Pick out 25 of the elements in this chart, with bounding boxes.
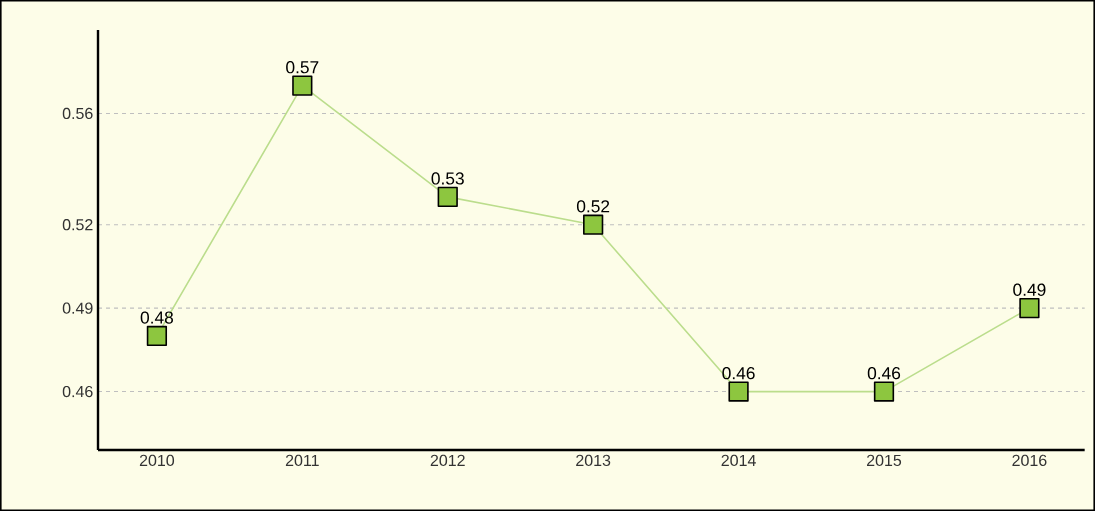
x-tick-label: 2011 [285,454,319,467]
x-tick-label: 2012 [430,454,465,467]
x-tick-label: 2016 [1012,454,1047,467]
data-label: 0.57 [286,61,319,74]
data-label: 0.53 [431,172,464,185]
point [146,325,168,347]
point [292,75,313,96]
y-tick-label: 0.49 [62,302,93,314]
point [728,381,749,402]
point [1019,298,1040,319]
point [437,186,458,208]
x-tick-label: 2015 [866,454,902,467]
x-tick-label: 2010 [139,454,175,467]
data-label: 0.48 [140,311,174,324]
data-label: 0.52 [576,200,610,213]
y-tick-label: 0.46 [62,385,93,398]
point [873,381,895,402]
data-label: 0.46 [867,367,901,380]
data-label: 0.49 [1013,283,1046,296]
data-label: 0.46 [722,367,755,380]
y-tick-label: 0.56 [62,107,93,120]
y-tick-label: 0.52 [62,219,93,231]
x-tick-label: 2014 [721,454,756,467]
x-tick-label: 2013 [576,454,611,467]
point [583,214,604,235]
